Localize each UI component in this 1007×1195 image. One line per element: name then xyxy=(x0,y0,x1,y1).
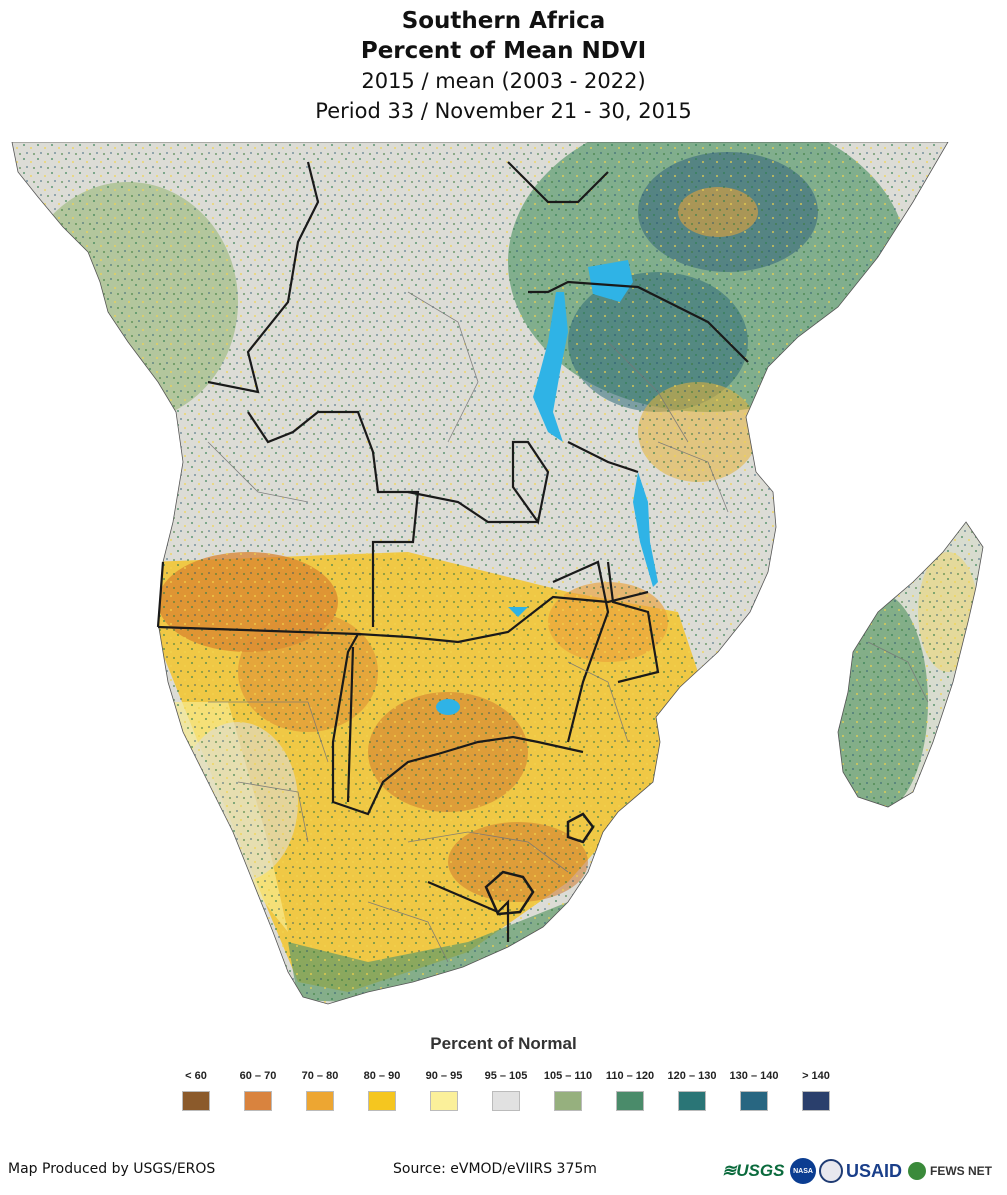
legend-item: 110 – 120 xyxy=(599,1068,661,1111)
admin-borders xyxy=(207,291,929,963)
legend-swatch xyxy=(306,1091,334,1111)
legend-item: 130 – 140 xyxy=(723,1068,785,1111)
legend-label: 105 – 110 xyxy=(543,1070,593,1082)
lesotho-border xyxy=(484,870,535,916)
legend-item: > 140 xyxy=(785,1068,847,1111)
okavango xyxy=(436,699,460,715)
lake-victoria xyxy=(588,260,633,302)
country-borders xyxy=(156,161,749,942)
legend-swatch xyxy=(616,1091,644,1111)
legend-swatch xyxy=(554,1091,582,1111)
legend-item: 60 – 70 xyxy=(227,1068,289,1111)
legend-item: 90 – 95 xyxy=(413,1068,475,1111)
legend-item: < 60 xyxy=(165,1068,227,1111)
legend-label: 95 – 105 xyxy=(484,1070,528,1082)
lake-tanganyika xyxy=(533,292,568,442)
nasa-logo: NASA xyxy=(790,1158,816,1184)
globe-icon xyxy=(908,1162,926,1180)
legend-label: 110 – 120 xyxy=(605,1070,655,1082)
title-product: Percent of Mean NDVI xyxy=(360,38,647,64)
fews-net-label: FEWS NET xyxy=(930,1164,992,1178)
fews-net-logo: FEWS NET xyxy=(908,1155,992,1187)
legend-label: < 60 xyxy=(185,1070,207,1082)
mainland-fill xyxy=(12,142,948,1004)
madagascar-fill xyxy=(838,522,983,807)
legend-label: 60 – 70 xyxy=(239,1070,277,1082)
producer-credit: Map Produced by USGS/EROS xyxy=(8,1161,216,1177)
legend-swatch xyxy=(244,1091,272,1111)
usgs-logo: ≋USGS xyxy=(722,1161,785,1180)
partner-logos: ≋USGS NASA USAID FEWS NET xyxy=(722,1155,1002,1187)
legend-swatch xyxy=(678,1091,706,1111)
title-period: Period 33 / November 21 - 30, 2015 xyxy=(315,99,692,123)
lake-kariba xyxy=(508,607,528,617)
data-source: Source: eVMOD/eVIIRS 375m xyxy=(393,1161,597,1177)
legend-swatch xyxy=(368,1091,396,1111)
map-title-block: Southern Africa Percent of Mean NDVI 201… xyxy=(0,6,1007,126)
title-comparison: 2015 / mean (2003 - 2022) xyxy=(361,69,646,93)
legend-item: 80 – 90 xyxy=(351,1068,413,1111)
legend-label: 130 – 140 xyxy=(729,1070,779,1082)
legend: < 60 60 – 70 70 – 80 80 – 90 90 – 95 95 … xyxy=(165,1068,845,1116)
legend-swatch xyxy=(492,1091,520,1111)
legend-swatch xyxy=(182,1091,210,1111)
legend-label: 80 – 90 xyxy=(363,1070,401,1082)
usaid-logo: USAID xyxy=(846,1160,903,1181)
legend-swatch xyxy=(430,1091,458,1111)
legend-label: 70 – 80 xyxy=(301,1070,339,1082)
madagascar-coastline xyxy=(837,521,984,808)
legend-label: 120 – 130 xyxy=(667,1070,717,1082)
eswatini-border xyxy=(566,812,595,844)
mainland-coastline xyxy=(11,142,949,1005)
lake-malawi xyxy=(633,472,658,587)
legend-label: > 140 xyxy=(802,1070,830,1082)
legend-swatch xyxy=(802,1091,830,1111)
legend-item: 95 – 105 xyxy=(475,1068,537,1111)
legend-label: 90 – 95 xyxy=(425,1070,463,1082)
title-region: Southern Africa xyxy=(401,8,606,34)
ndvi-map xyxy=(11,142,984,1005)
lakes xyxy=(436,260,658,715)
state-department-seal xyxy=(819,1159,843,1183)
legend-item: 70 – 80 xyxy=(289,1068,351,1111)
legend-swatch xyxy=(740,1091,768,1111)
legend-title: Percent of Normal xyxy=(430,1034,577,1053)
legend-item: 120 – 130 xyxy=(661,1068,723,1111)
legend-item: 105 – 110 xyxy=(537,1068,599,1111)
